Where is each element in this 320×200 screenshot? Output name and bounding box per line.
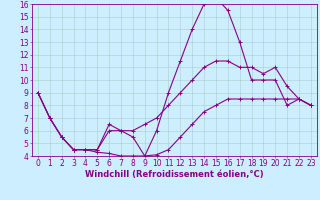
X-axis label: Windchill (Refroidissement éolien,°C): Windchill (Refroidissement éolien,°C) [85, 170, 264, 179]
